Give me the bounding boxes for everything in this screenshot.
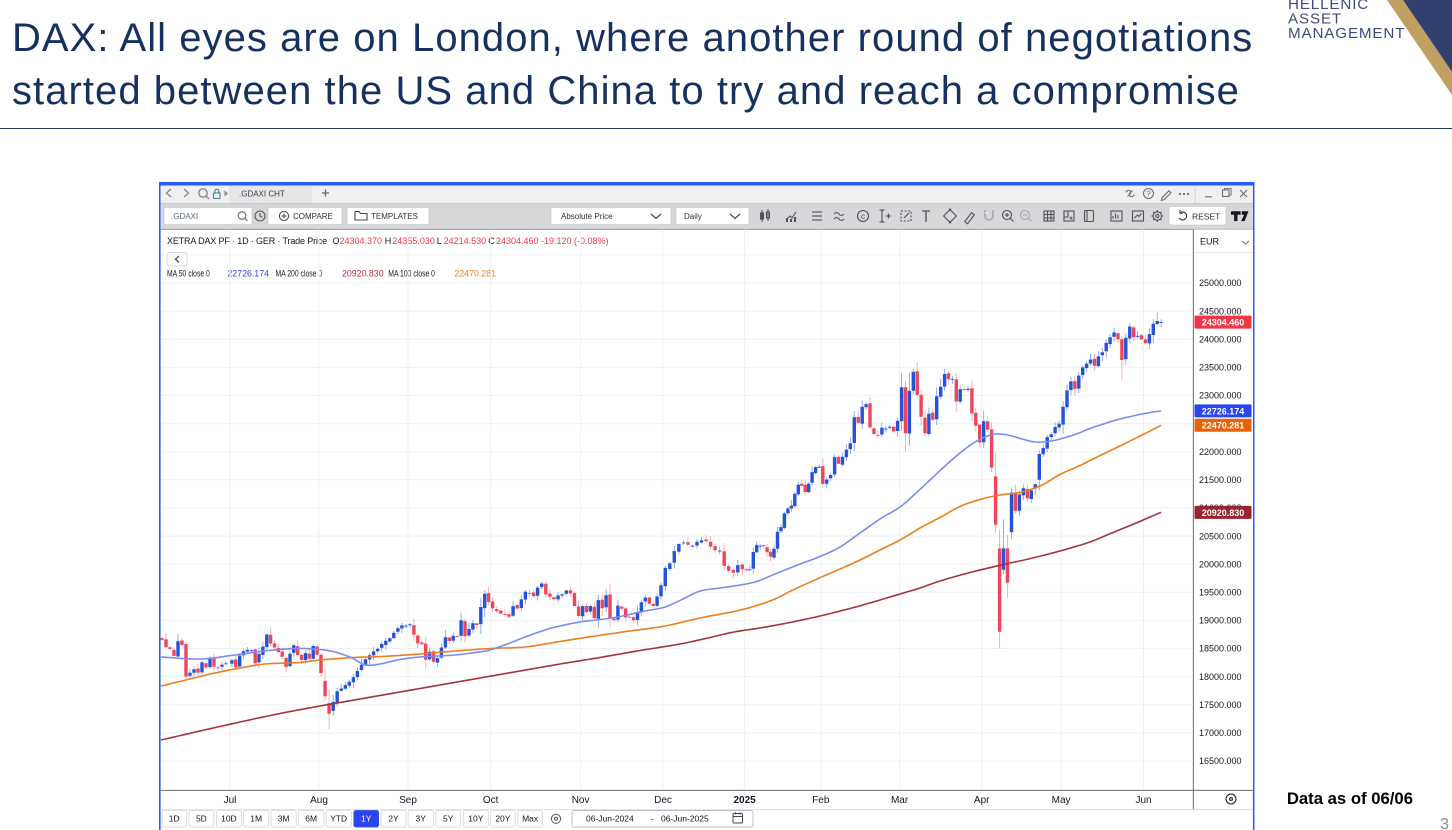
svg-text:MA 100 close 0: MA 100 close 0: [388, 268, 435, 278]
svg-text:19000.000: 19000.000: [1199, 616, 1242, 626]
svg-text:06-Jun-2024: 06-Jun-2024: [586, 814, 634, 824]
svg-text:Absolute Price: Absolute Price: [561, 212, 613, 221]
svg-text:Sep: Sep: [399, 795, 417, 806]
svg-text:Max: Max: [522, 814, 539, 824]
svg-text:1D: 1D: [169, 814, 180, 824]
svg-text:24304.460: 24304.460: [1202, 318, 1245, 328]
svg-text:17000.000: 17000.000: [1199, 728, 1242, 738]
svg-text:20920.830: 20920.830: [1202, 508, 1245, 518]
svg-text:25000.000: 25000.000: [1199, 278, 1242, 288]
svg-text:18000.000: 18000.000: [1199, 672, 1242, 682]
svg-text:-: -: [651, 814, 654, 824]
svg-text:Feb: Feb: [812, 795, 830, 806]
svg-text:20Y: 20Y: [495, 814, 510, 824]
svg-text:MA 50 close 0: MA 50 close 0: [167, 268, 210, 278]
svg-text:18500.000: 18500.000: [1199, 644, 1242, 654]
svg-text:5D: 5D: [196, 814, 207, 824]
svg-text:16500.000: 16500.000: [1199, 756, 1242, 766]
svg-text:Jul: Jul: [224, 795, 237, 806]
svg-text:Dec: Dec: [654, 795, 672, 806]
svg-text:YTD: YTD: [330, 814, 347, 824]
svg-text:Daily: Daily: [684, 212, 702, 221]
svg-text:Jun: Jun: [1135, 795, 1151, 806]
svg-text:.GDAXI: .GDAXI: [171, 212, 198, 221]
svg-text:20500.000: 20500.000: [1199, 531, 1242, 541]
svg-text:O: O: [333, 236, 340, 246]
svg-text:.GDAXI CHT: .GDAXI CHT: [239, 190, 285, 199]
svg-text:3Y: 3Y: [415, 814, 426, 824]
svg-text:20000.000: 20000.000: [1199, 559, 1242, 569]
svg-text:Aug: Aug: [310, 795, 328, 806]
svg-text:?: ?: [1146, 190, 1151, 199]
svg-text:21500.000: 21500.000: [1199, 475, 1242, 485]
svg-text:20920.830: 20920.830: [342, 269, 384, 279]
svg-text:May: May: [1052, 795, 1071, 806]
svg-text:10Y: 10Y: [468, 814, 483, 824]
svg-text:2Y: 2Y: [388, 814, 399, 824]
svg-text:EUR: EUR: [1200, 237, 1220, 247]
svg-text:MA 200 close 0: MA 200 close 0: [275, 268, 322, 278]
svg-text:22470.281: 22470.281: [1202, 421, 1245, 431]
svg-text:RESET: RESET: [1192, 211, 1220, 221]
svg-text:06-Jun-2025: 06-Jun-2025: [661, 814, 709, 824]
svg-text:10D: 10D: [221, 814, 237, 824]
svg-text:MANAGEMENT: MANAGEMENT: [1288, 25, 1405, 42]
svg-text:Nov: Nov: [572, 795, 590, 806]
svg-text:C: C: [488, 236, 495, 246]
svg-text:3M: 3M: [278, 814, 290, 824]
svg-text:L: L: [437, 236, 442, 246]
svg-text:24304.370: 24304.370: [340, 236, 383, 246]
svg-text:24214.530: 24214.530: [444, 236, 487, 246]
svg-text:TEMPLATES: TEMPLATES: [371, 212, 418, 221]
svg-text:Apr: Apr: [974, 795, 990, 806]
svg-text:24500.000: 24500.000: [1199, 306, 1242, 316]
svg-text:H: H: [385, 236, 392, 246]
svg-text:HELLENIC: HELLENIC: [1288, 0, 1369, 13]
svg-text:1Y: 1Y: [361, 814, 372, 824]
svg-text:23500.000: 23500.000: [1199, 363, 1242, 373]
svg-text:22000.000: 22000.000: [1199, 447, 1242, 457]
svg-text:5Y: 5Y: [443, 814, 454, 824]
svg-text:24304.460: 24304.460: [496, 236, 539, 246]
svg-text:6M: 6M: [305, 814, 317, 824]
svg-text:23000.000: 23000.000: [1199, 391, 1242, 401]
svg-text:24000.000: 24000.000: [1199, 334, 1242, 344]
svg-text:1M: 1M: [250, 814, 262, 824]
svg-text:24355.030: 24355.030: [392, 236, 435, 246]
svg-text:22470.281: 22470.281: [454, 269, 496, 279]
svg-text:2025: 2025: [733, 795, 756, 806]
svg-text:COMPARE: COMPARE: [293, 212, 333, 221]
svg-text:Oct: Oct: [483, 795, 499, 806]
svg-text:c: c: [861, 212, 865, 221]
svg-text:19500.000: 19500.000: [1199, 588, 1242, 598]
svg-text:22726.174: 22726.174: [1202, 406, 1245, 416]
svg-text:17500.000: 17500.000: [1199, 700, 1242, 710]
svg-text:ASSET: ASSET: [1288, 11, 1342, 28]
svg-text:XETRA DAX PF · 1D · GER · Trad: XETRA DAX PF · 1D · GER · Trade Price: [167, 236, 327, 246]
svg-text:22726.174: 22726.174: [227, 269, 269, 279]
svg-text:-19.120 (-0.08%): -19.120 (-0.08%): [541, 236, 609, 246]
svg-text:Mar: Mar: [891, 795, 909, 806]
